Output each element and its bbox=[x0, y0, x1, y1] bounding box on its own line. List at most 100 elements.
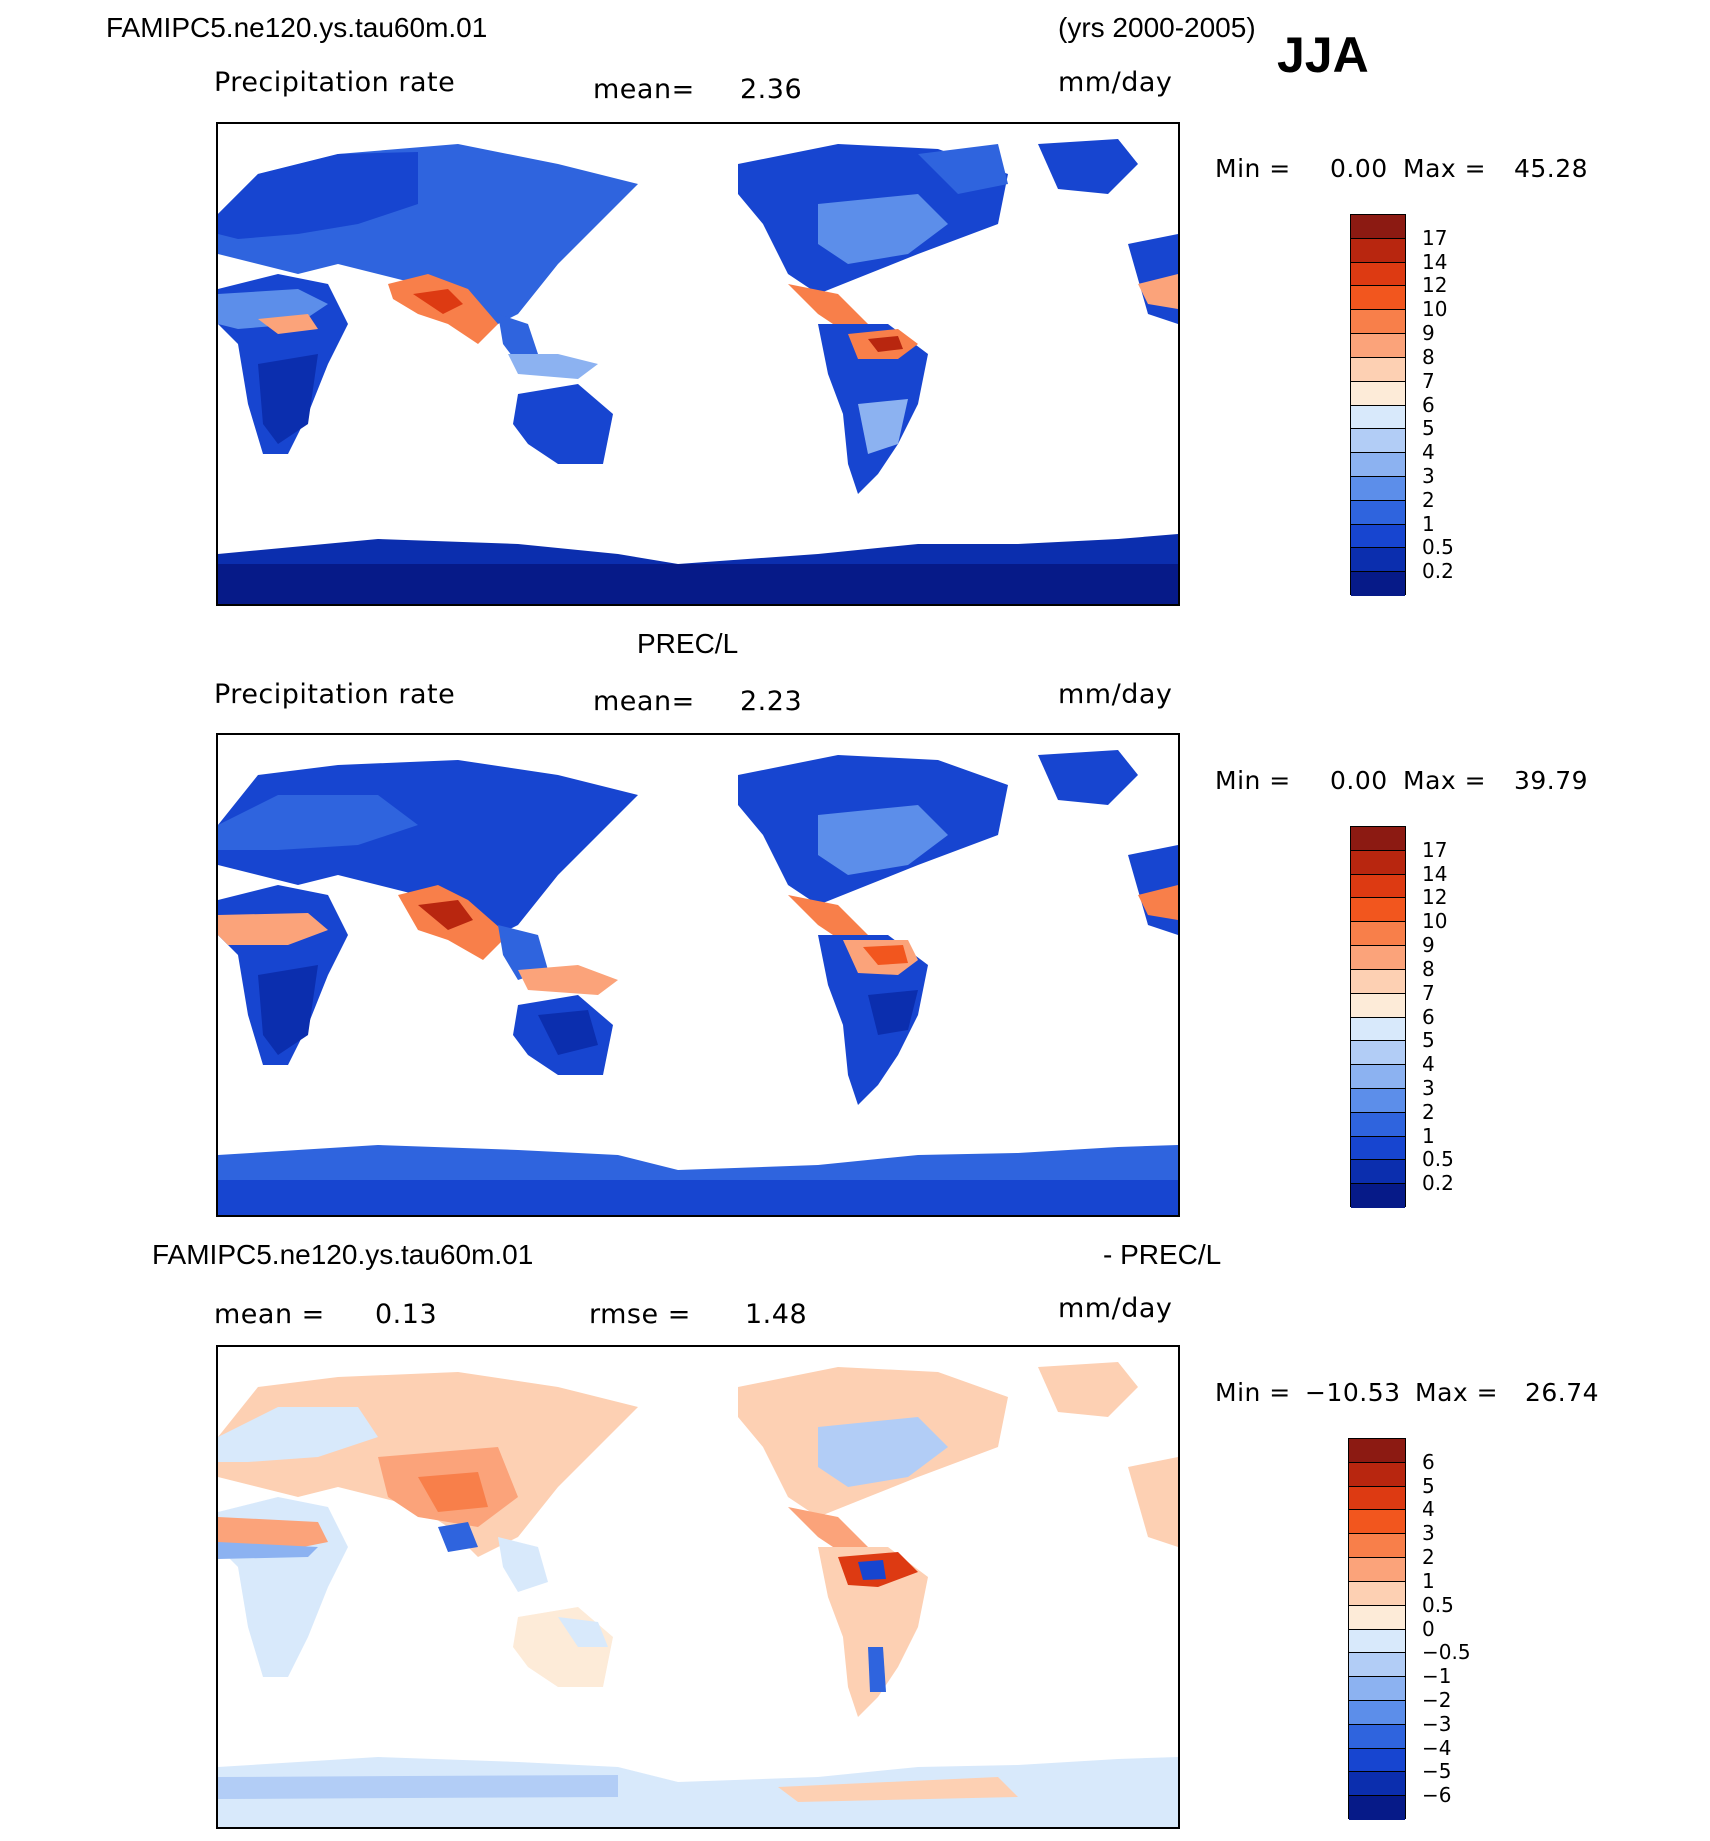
season-label: JJA bbox=[1277, 27, 1369, 83]
colorbar-tick-label: 12 bbox=[1422, 885, 1448, 910]
panel2-map-svg bbox=[218, 750, 1178, 1215]
panel3-map-svg bbox=[218, 1362, 1178, 1827]
panel2-variable: Precipitation rate bbox=[214, 679, 456, 710]
colorbar-tick-label: −2 bbox=[1422, 1687, 1452, 1712]
colorbar-swatch bbox=[1351, 1184, 1405, 1208]
colorbar-tick-label: 4 bbox=[1422, 440, 1435, 465]
panel1-land bbox=[218, 139, 1178, 604]
colorbar-swatch bbox=[1351, 429, 1405, 454]
colorbar-tick-label: 1 bbox=[1422, 1568, 1435, 1593]
colorbar-tick-label: 0 bbox=[1422, 1616, 1435, 1641]
colorbar-swatch bbox=[1351, 572, 1405, 596]
panel3-mean-value: 0.13 bbox=[375, 1299, 438, 1330]
colorbar-swatch bbox=[1351, 215, 1405, 239]
colorbar-swatch bbox=[1351, 476, 1405, 501]
colorbar-swatch bbox=[1349, 1677, 1405, 1701]
colorbar-swatch bbox=[1351, 1088, 1405, 1113]
colorbar-swatch bbox=[1351, 286, 1405, 311]
colorbar-swatch bbox=[1351, 524, 1405, 549]
colorbar-swatch bbox=[1351, 357, 1405, 382]
colorbar-swatch bbox=[1349, 1510, 1405, 1535]
colorbar-swatch bbox=[1349, 1534, 1405, 1559]
colorbar-tick-label: 3 bbox=[1422, 1521, 1435, 1546]
colorbar-tick-label: 10 bbox=[1422, 909, 1448, 934]
panel2-title: PREC/L bbox=[637, 628, 739, 659]
colorbar-swatch bbox=[1351, 1160, 1405, 1185]
colorbar-tick-label: 9 bbox=[1422, 933, 1435, 958]
colorbar-tick-label: −5 bbox=[1422, 1759, 1452, 1784]
colorbar-tick-label: 6 bbox=[1422, 1449, 1435, 1474]
colorbar-swatch bbox=[1351, 874, 1405, 899]
colorbar-tick-label: 4 bbox=[1422, 1052, 1435, 1077]
colorbar-tick-label: −1 bbox=[1422, 1664, 1452, 1689]
colorbar-tick-label: 8 bbox=[1422, 344, 1435, 369]
colorbar-tick-label: 12 bbox=[1422, 273, 1448, 298]
panel2-land bbox=[218, 750, 1178, 1215]
colorbar-swatch bbox=[1351, 238, 1405, 263]
panel1-max-label: Max = bbox=[1403, 154, 1487, 183]
colorbar-swatch bbox=[1349, 1581, 1405, 1606]
panel1-map bbox=[216, 122, 1180, 606]
panel3-land bbox=[218, 1362, 1178, 1827]
colorbar-swatch bbox=[1351, 946, 1405, 970]
colorbar-swatch bbox=[1349, 1629, 1405, 1654]
panel3-colorbar bbox=[1348, 1438, 1406, 1820]
colorbar-tick-label: 5 bbox=[1422, 416, 1435, 441]
colorbar-tick-label: 1 bbox=[1422, 1123, 1435, 1148]
colorbar-tick-label: 0.5 bbox=[1422, 1592, 1454, 1617]
colorbar-swatch bbox=[1351, 898, 1405, 923]
colorbar-swatch bbox=[1351, 310, 1405, 335]
colorbar-swatch bbox=[1349, 1724, 1405, 1749]
panel1-min-value: 0.00 bbox=[1330, 154, 1388, 183]
colorbar-swatch bbox=[1351, 500, 1405, 525]
colorbar-tick-label: 8 bbox=[1422, 956, 1435, 981]
panel2-mean-label: mean= bbox=[593, 686, 695, 717]
colorbar-swatch bbox=[1351, 1136, 1405, 1161]
colorbar-swatch bbox=[1349, 1653, 1405, 1678]
colorbar-swatch bbox=[1351, 922, 1405, 947]
colorbar-tick-label: 3 bbox=[1422, 1075, 1435, 1100]
colorbar-swatch bbox=[1351, 1041, 1405, 1066]
panel1-colorbar bbox=[1350, 214, 1406, 596]
panel2-min-label: Min = bbox=[1215, 766, 1291, 795]
colorbar-tick-label: 4 bbox=[1422, 1497, 1435, 1522]
case-name: FAMIPC5.ne120.ys.tau60m.01 bbox=[106, 12, 488, 43]
colorbar-swatch bbox=[1351, 827, 1405, 851]
colorbar-swatch bbox=[1351, 262, 1405, 287]
panel3-rmse-value: 1.48 bbox=[745, 1299, 808, 1330]
colorbar-tick-label: 9 bbox=[1422, 321, 1435, 346]
colorbar-tick-label: 14 bbox=[1422, 249, 1448, 274]
panel1-mean-label: mean= bbox=[593, 74, 695, 105]
colorbar-swatch bbox=[1351, 381, 1405, 406]
colorbar-swatch bbox=[1351, 1017, 1405, 1042]
colorbar-swatch bbox=[1351, 548, 1405, 573]
years-label: (yrs 2000-2005) bbox=[1058, 12, 1256, 43]
colorbar-swatch bbox=[1349, 1796, 1405, 1820]
colorbar-tick-label: 2 bbox=[1422, 487, 1435, 512]
colorbar-tick-label: 1 bbox=[1422, 511, 1435, 536]
panel2-min-value: 0.00 bbox=[1330, 766, 1388, 795]
colorbar-tick-label: 2 bbox=[1422, 1545, 1435, 1570]
panel3-max-value: 26.74 bbox=[1525, 1378, 1600, 1407]
panel2-mean-value: 2.23 bbox=[740, 686, 803, 717]
colorbar-tick-label: 6 bbox=[1422, 1004, 1435, 1029]
panel2-max-value: 39.79 bbox=[1514, 766, 1589, 795]
panel2-units: mm/day bbox=[1058, 679, 1173, 710]
colorbar-swatch bbox=[1349, 1462, 1405, 1487]
panel2-colorbar bbox=[1350, 826, 1406, 1208]
panel1-variable: Precipitation rate bbox=[214, 67, 456, 98]
panel3-min-value: −10.53 bbox=[1305, 1378, 1401, 1407]
panel3-max-label: Max = bbox=[1415, 1378, 1499, 1407]
colorbar-swatch bbox=[1349, 1605, 1405, 1630]
colorbar-swatch bbox=[1351, 1112, 1405, 1137]
colorbar-swatch bbox=[1349, 1439, 1405, 1463]
colorbar-tick-label: 0.5 bbox=[1422, 535, 1454, 560]
panel3-rmse-label: rmse = bbox=[589, 1299, 691, 1330]
colorbar-swatch bbox=[1351, 1065, 1405, 1089]
panel3-map bbox=[216, 1345, 1180, 1829]
colorbar-tick-label: 2 bbox=[1422, 1099, 1435, 1124]
colorbar-swatch bbox=[1351, 969, 1405, 994]
colorbar-tick-label: 17 bbox=[1422, 225, 1448, 250]
colorbar-tick-label: −6 bbox=[1422, 1783, 1452, 1808]
colorbar-tick-label: −4 bbox=[1422, 1735, 1452, 1760]
